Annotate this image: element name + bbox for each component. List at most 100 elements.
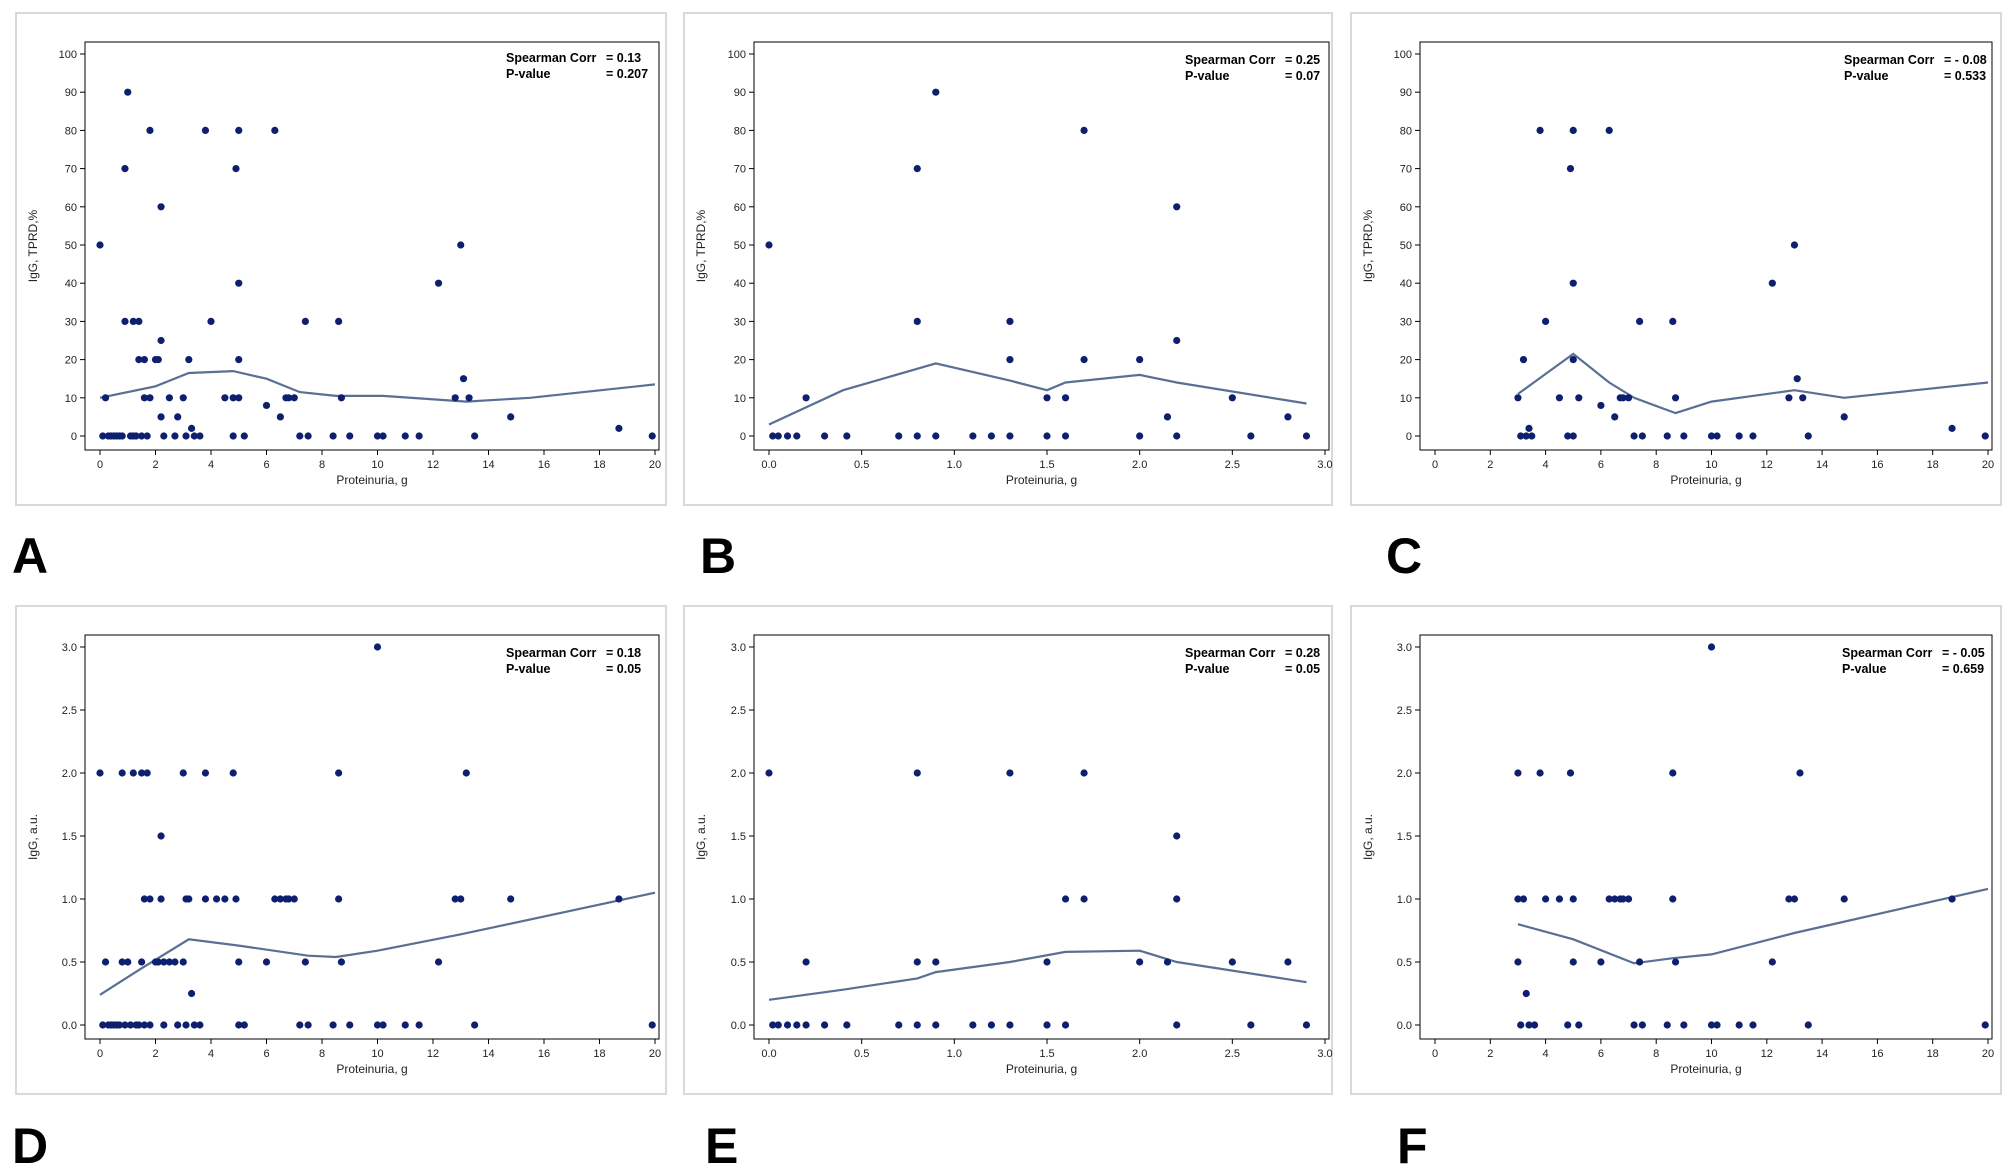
data-point (118, 958, 126, 966)
data-point (1006, 769, 1014, 777)
x-tick-label: 0 (97, 459, 103, 471)
data-point (1163, 413, 1172, 421)
data-point (1302, 1021, 1311, 1029)
chart-svg-c: 0 10 20 30 40 50 60 70 80 90 100 0 2 4 6 8 10 12 14 16 18 20 P… (1361, 41, 1994, 487)
x-tick-label: 4 (1543, 1048, 1549, 1060)
p-value: = 0.207 (606, 67, 649, 81)
data-point (1804, 1021, 1812, 1029)
y-tick-label: 0.5 (1397, 957, 1412, 969)
chart-svg-d: 0.0 0.5 1.0 1.5 2.0 2.5 3.0 0 2 4 6 8 10 12 14 16 18 20 Pr… (26, 634, 661, 1076)
y-tick-label: 60 (1400, 202, 1412, 214)
data-point (802, 394, 810, 402)
data-point (118, 769, 126, 777)
y-tick-label: 60 (65, 202, 77, 214)
data-point (1080, 769, 1088, 777)
data-point (121, 317, 129, 325)
x-tick-label: 0.0 (761, 459, 776, 471)
data-point (229, 432, 237, 440)
p-value-label: P-value (1842, 662, 1887, 676)
y-tick-label: 70 (1400, 164, 1412, 176)
data-point (290, 394, 298, 402)
data-point (146, 895, 154, 903)
data-point (160, 958, 168, 966)
data-point (126, 1021, 135, 1029)
data-point (913, 769, 921, 777)
data-point (1707, 1021, 1716, 1029)
data-point (232, 165, 240, 173)
data-point (1173, 1021, 1181, 1029)
data-point (171, 432, 179, 440)
spearman-value: = - 0.05 (1942, 646, 1985, 660)
data-point (335, 895, 343, 903)
data-point (182, 1021, 190, 1029)
data-point (1636, 317, 1644, 325)
x-tick-label: 0 (1432, 459, 1438, 471)
y-tick-label: 0.5 (731, 957, 746, 969)
data-point (1530, 1021, 1539, 1029)
data-point (1636, 958, 1644, 966)
data-point (1061, 432, 1070, 440)
data-point (1840, 413, 1848, 421)
data-point (1136, 432, 1144, 440)
data-point (1638, 1021, 1646, 1029)
data-point (913, 317, 921, 325)
y-tick-label: 2.5 (731, 705, 746, 717)
data-point (99, 432, 107, 440)
y-tick-label: 90 (65, 87, 77, 99)
data-point (190, 1021, 198, 1029)
data-point (462, 769, 470, 777)
data-point (1569, 126, 1577, 134)
stats-box-a: Spearman Corr = 0.13 P-value = 0.207 (506, 51, 656, 83)
y-tick-label: 0 (71, 431, 77, 443)
data-point (262, 401, 271, 410)
y-tick-label: 0.0 (731, 1020, 746, 1032)
data-point (235, 356, 243, 364)
spearman-label: Spearman Corr (1185, 646, 1276, 660)
data-point (235, 126, 243, 134)
data-point (895, 432, 903, 440)
data-point (1611, 895, 1619, 903)
x-axis-label: Proteinuria, g (1670, 1062, 1741, 1076)
data-point (346, 1021, 354, 1029)
data-point (1522, 989, 1530, 998)
data-point (154, 958, 162, 966)
x-tick-label: 16 (1871, 459, 1883, 471)
data-point (1564, 432, 1572, 440)
data-point (1707, 432, 1716, 440)
plot-frame (1419, 634, 1993, 1040)
data-point (1061, 1021, 1070, 1029)
y-tick-label: 10 (734, 393, 746, 405)
panel-letter-e: E (705, 1118, 739, 1174)
data-point (138, 432, 146, 440)
data-point (1043, 1021, 1051, 1029)
data-point (1569, 432, 1577, 440)
data-point (1981, 432, 1989, 440)
data-point (459, 375, 468, 383)
data-point (229, 394, 237, 402)
p-value: = 0.05 (606, 662, 642, 676)
data-point (235, 394, 243, 402)
data-point (1713, 432, 1721, 440)
y-tick-label: 0.0 (1397, 1020, 1412, 1032)
data-point (1080, 126, 1088, 134)
x-tick-label: 16 (538, 1048, 550, 1060)
data-point (129, 769, 137, 777)
chart-panel-c: 0 10 20 30 40 50 60 70 80 90 100 0 2 4 6 8 10 12 14 16 18 20 P… (1350, 12, 2002, 506)
data-point (379, 1021, 387, 1029)
data-point (135, 356, 143, 364)
data-point (615, 424, 623, 432)
y-tick-label: 20 (65, 355, 77, 367)
x-axis-label: Proteinuria, g (336, 473, 407, 487)
p-value-label: P-value (1844, 69, 1889, 83)
data-point (1517, 1021, 1525, 1029)
data-point (138, 769, 146, 777)
plot-frame (84, 41, 660, 451)
trend-line (99, 891, 656, 996)
data-point (1669, 895, 1677, 903)
data-point (146, 126, 154, 134)
data-point (932, 432, 940, 440)
data-point (1680, 1021, 1688, 1029)
data-point (507, 413, 515, 421)
stats-box-e: Spearman Corr = 0.28 P-value = 0.05 (1185, 646, 1335, 678)
data-point (843, 432, 851, 440)
